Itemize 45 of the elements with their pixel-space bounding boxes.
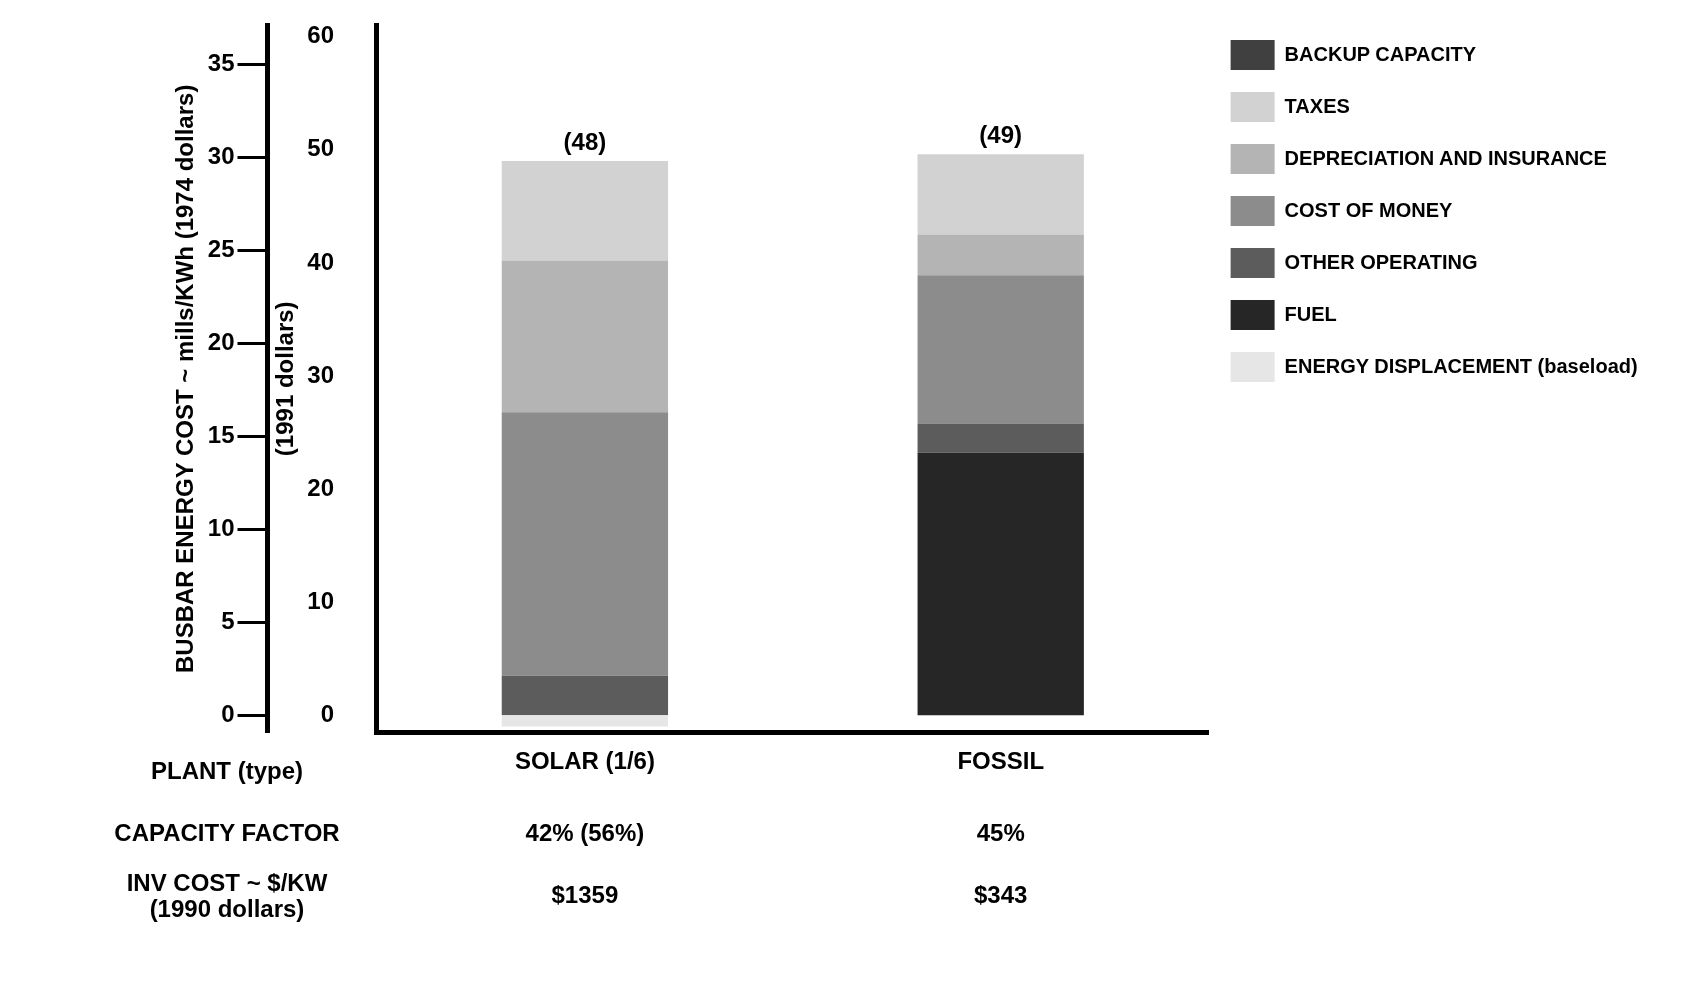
y2-tick-label: 10 <box>207 514 235 542</box>
y2-tick-label: 5 <box>221 607 235 635</box>
legend-label: COST OF MONEY <box>1284 198 1454 221</box>
bar <box>917 154 1084 235</box>
x-tick-label: FOSSIL <box>957 747 1045 775</box>
legend-label: ENERGY DISPLACEMENT (baseload) <box>1284 354 1638 377</box>
bar <box>501 715 669 727</box>
bar <box>501 260 669 413</box>
bar <box>501 412 669 676</box>
bar <box>501 161 669 261</box>
text: $343 <box>974 880 1028 908</box>
y2-axis-title: BUSBAR ENERGY COST ~ mills/KWh (1974 dollars) <box>171 84 199 673</box>
total-label: (48) <box>563 127 607 155</box>
y-tick-label: 0 <box>320 699 334 727</box>
y-tick-label: 10 <box>307 586 334 614</box>
y-tick-label: 40 <box>307 247 334 275</box>
text: CAPACITY FACTOR <box>114 818 340 846</box>
x-axis-title: PLANT (type) <box>150 756 303 784</box>
y2-tick-label: 35 <box>207 49 235 77</box>
text: 45% <box>976 818 1025 846</box>
bar <box>501 675 669 716</box>
y-tick-label: 60 <box>307 21 334 49</box>
y-tick-label: 20 <box>307 473 334 501</box>
y2-tick-label: 20 <box>207 328 235 356</box>
y2-tick-label: 30 <box>207 142 235 170</box>
y-tick-label: 50 <box>307 134 334 162</box>
legend-label: OTHER OPERATING <box>1284 250 1478 273</box>
legend-label: FUEL <box>1284 302 1337 325</box>
text: INV COST ~ $/KW (1990 dollars) <box>126 868 328 922</box>
legend-label: DEPRECIATION AND INSURANCE <box>1284 146 1607 169</box>
legend-label: TAXES <box>1284 94 1350 117</box>
y2-tick-label: 15 <box>207 421 235 449</box>
text: 42% (56%) <box>525 818 645 846</box>
bar <box>917 423 1084 453</box>
y-tick-label: 30 <box>307 360 334 388</box>
total-label: (49) <box>979 120 1023 148</box>
text: $1359 <box>551 880 619 908</box>
y2-tick-label: 0 <box>221 700 235 728</box>
bar <box>917 275 1084 424</box>
bar <box>917 452 1084 716</box>
legend-label: BACKUP CAPACITY <box>1284 42 1477 65</box>
y-axis-title: (1991 dollars) <box>270 301 298 457</box>
bar <box>917 234 1084 276</box>
y2-tick-label: 25 <box>207 235 235 263</box>
x-tick-label: SOLAR (1/6) <box>514 747 655 775</box>
